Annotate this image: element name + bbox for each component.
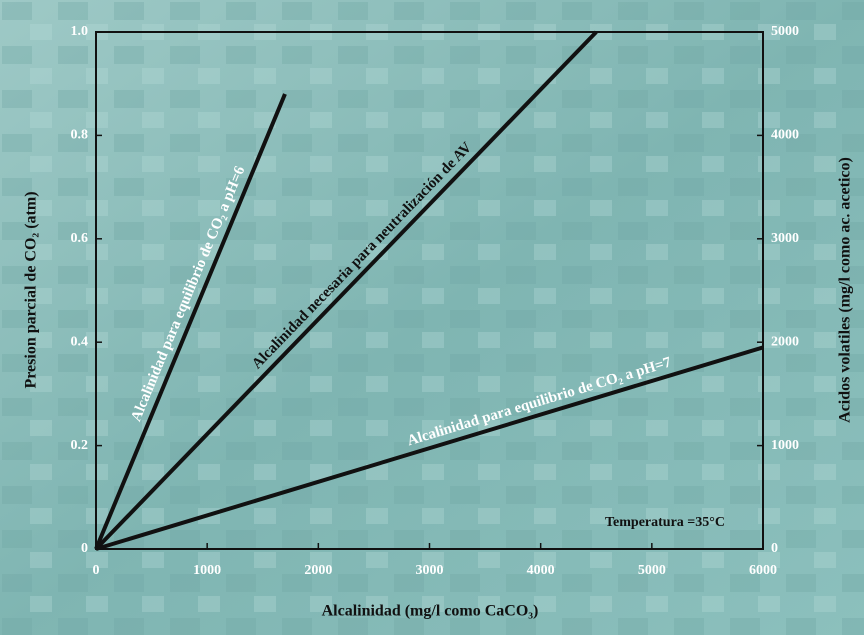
x-tick-label: 4000: [527, 563, 555, 578]
y2-tick-label: 5000: [771, 24, 799, 39]
x-tick-label: 1000: [193, 563, 221, 578]
y2-tick-label: 2000: [771, 334, 799, 349]
y2-tick-label: 0: [771, 541, 778, 556]
y2-tick-label: 1000: [771, 438, 799, 453]
x-tick-label: 6000: [749, 563, 777, 578]
x-tick-label: 3000: [416, 563, 444, 578]
y-tick-label: 0.6: [71, 231, 89, 246]
annotation: Temperatura =35°C: [605, 515, 725, 530]
chart: Alcalinidad (mg/l como CaCO₃) Presion pa…: [0, 0, 864, 635]
y-tick-label: 1.0: [71, 24, 89, 39]
y-axis-label: Presion parcial de CO₂ (atm): [23, 191, 40, 388]
y-tick-label: 0.4: [71, 334, 89, 349]
y2-axis-label: Acidos volatiles (mg/l como ac. acetico): [837, 157, 854, 423]
x-axis-label: Alcalinidad (mg/l como CaCO₃): [322, 603, 539, 620]
y2-tick-label: 4000: [771, 128, 799, 143]
x-tick-label: 0: [93, 563, 100, 578]
y-tick-label: 0.8: [71, 128, 89, 143]
y-tick-label: 0: [81, 541, 88, 556]
x-tick-label: 2000: [304, 563, 332, 578]
y-tick-label: 0.2: [71, 438, 89, 453]
x-tick-label: 5000: [638, 563, 666, 578]
y2-tick-label: 3000: [771, 231, 799, 246]
